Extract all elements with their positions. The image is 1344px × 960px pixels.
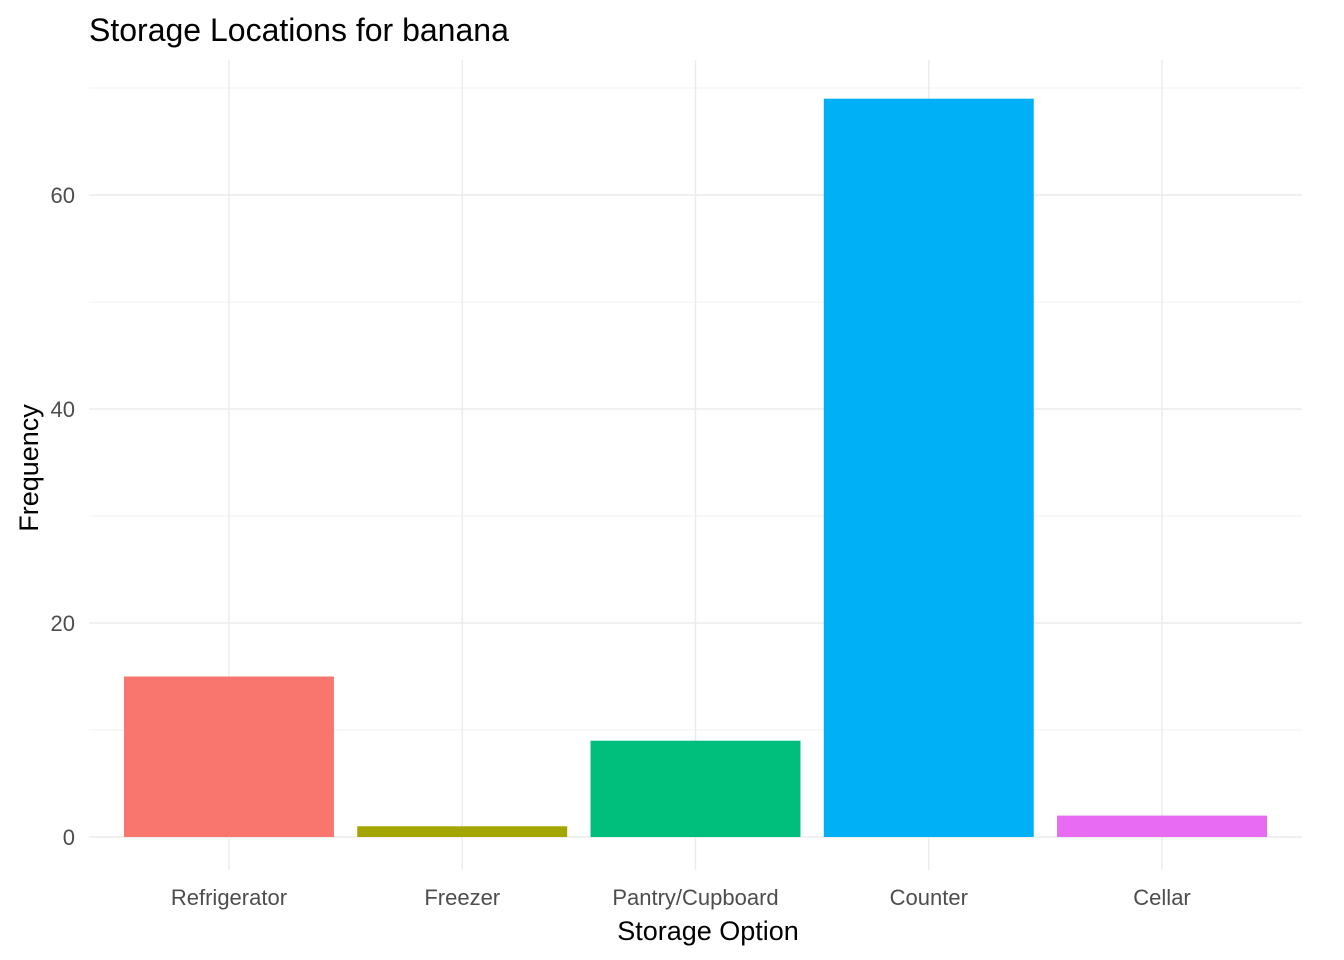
chart-title: Storage Locations for banana bbox=[89, 12, 509, 48]
y-axis-title: Frequency bbox=[14, 404, 44, 532]
bars bbox=[123, 98, 1268, 837]
y-tick-label: 40 bbox=[51, 397, 75, 422]
y-tick-labels: 0 20 40 60 bbox=[51, 183, 75, 850]
x-tick-label: Refrigerator bbox=[171, 885, 287, 910]
bar-pantry-cupboard bbox=[590, 740, 801, 837]
x-axis-title: Storage Option bbox=[617, 916, 799, 946]
x-tick-label: Pantry/Cupboard bbox=[612, 885, 778, 910]
x-tick-label: Counter bbox=[890, 885, 968, 910]
bar-counter bbox=[823, 98, 1034, 837]
bar-refrigerator bbox=[123, 676, 334, 837]
y-tick-label: 20 bbox=[51, 611, 75, 636]
y-tick-label: 60 bbox=[51, 183, 75, 208]
x-tick-label: Cellar bbox=[1133, 885, 1190, 910]
bar-cellar bbox=[1057, 815, 1268, 837]
x-tick-labels: Refrigerator Freezer Pantry/Cupboard Counte… bbox=[171, 885, 1191, 910]
x-tick-label: Freezer bbox=[424, 885, 500, 910]
bar-freezer bbox=[357, 826, 568, 837]
y-tick-label: 0 bbox=[63, 825, 75, 850]
